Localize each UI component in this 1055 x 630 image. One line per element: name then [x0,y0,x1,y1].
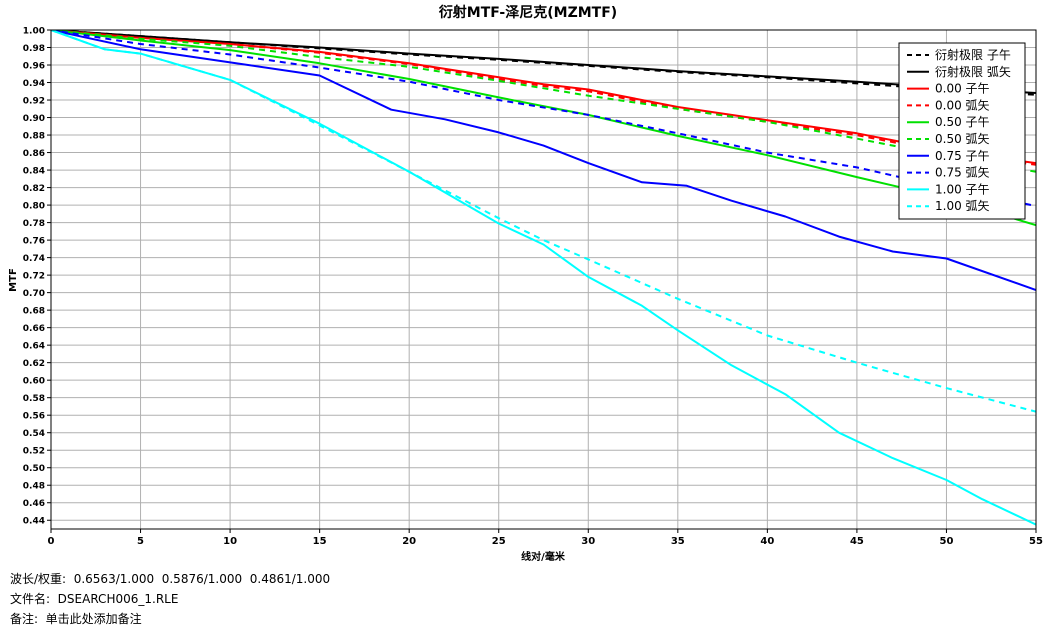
x-tick-label: 10 [223,536,237,547]
y-tick-label: 0.44 [23,517,45,527]
y-tick-label: 0.90 [23,114,45,124]
x-tick-label: 15 [313,536,327,547]
series-line-3 [51,30,1036,166]
y-tick-label: 0.86 [23,149,45,159]
y-tick-label: 0.92 [23,97,45,107]
y-tick-label: 0.98 [23,44,45,54]
series-line-5 [51,30,1036,173]
x-tick-label: 55 [1029,536,1043,547]
legend-label: 0.75 子午 [935,149,990,163]
x-tick-label: 30 [581,536,595,547]
y-tick-label: 0.66 [23,324,45,334]
x-tick-label: 50 [939,536,953,547]
legend-label: 0.00 弧矢 [935,98,990,112]
legend-label: 0.50 子午 [935,115,990,129]
y-tick-label: 0.84 [23,167,45,177]
x-tick-label: 45 [850,536,864,547]
series-line-1 [51,30,1036,94]
legend-label: 1.00 子午 [935,182,990,196]
y-tick-label: 0.56 [23,412,45,422]
x-tick-label: 0 [48,536,55,547]
series-line-7 [51,30,1036,207]
x-tick-label: 20 [402,536,416,547]
series-line-6 [51,30,1036,291]
series-line-9 [51,30,1036,413]
y-tick-label: 0.72 [23,272,45,282]
y-axis-label: MTF [8,268,19,292]
y-tick-label: 0.70 [23,289,45,299]
legend-label: 衍射极限 子午 [935,47,1011,62]
y-tick-label: 0.94 [23,79,45,89]
x-axis-label: 线对/毫米 [521,550,566,563]
y-tick-label: 0.88 [23,132,45,142]
y-axis-ticks: 1.00 0.98 0.96 0.94 0.92 0.90 0.88 0.86 0.84 0.82… [23,27,51,527]
y-tick-label: 1.00 [23,27,45,37]
y-tick-label: 0.74 [23,254,45,264]
wavelength-weights: 波长/权重: 0.6563/1.000 0.5876/1.000 0.4861/… [10,572,331,586]
x-tick-label: 5 [137,536,144,547]
y-tick-label: 0.80 [23,202,45,212]
y-tick-label: 0.78 [23,219,45,229]
series-lines [51,30,1036,526]
y-tick-label: 0.48 [23,482,45,492]
y-tick-label: 0.76 [23,237,45,247]
plot-frame [50,29,1037,530]
chart-title: 衍射MTF-泽尼克(MZMTF) [438,4,617,21]
file-name: 文件名: DSEARCH006_1.RLE [10,592,179,606]
mtf-chart: 衍射MTF-泽尼克(MZMTF) 0 5 10 15 20 25 30 35 40 45 50 55 … [8,4,1043,563]
legend-label: 0.00 子午 [935,82,990,96]
y-tick-label: 0.82 [23,184,45,194]
y-tick-label: 0.62 [23,359,45,369]
note-text[interactable]: 备注: 单击此处添加备注 [10,612,142,626]
y-tick-label: 0.60 [23,377,45,387]
grid-lines [50,29,1037,529]
series-line-4 [51,30,1036,227]
x-tick-label: 25 [492,536,506,547]
x-tick-label: 35 [671,536,685,547]
y-tick-label: 0.52 [23,447,45,457]
y-tick-label: 0.96 [23,62,45,72]
x-axis-ticks: 0 5 10 15 20 25 30 35 40 45 50 55 [48,529,1043,547]
legend-label: 0.75 弧矢 [935,166,990,180]
y-tick-label: 0.64 [23,342,45,352]
y-tick-label: 0.54 [23,429,45,439]
legend-label: 衍射极限 弧矢 [935,64,1011,79]
legend-label: 0.50 弧矢 [935,132,990,146]
y-tick-label: 0.46 [23,499,45,509]
y-tick-label: 0.68 [23,307,45,317]
y-tick-label: 0.50 [23,464,45,474]
y-tick-label: 0.58 [23,394,45,404]
series-line-2 [51,30,1036,165]
x-tick-label: 40 [760,536,774,547]
legend-label: 1.00 弧矢 [935,199,990,213]
